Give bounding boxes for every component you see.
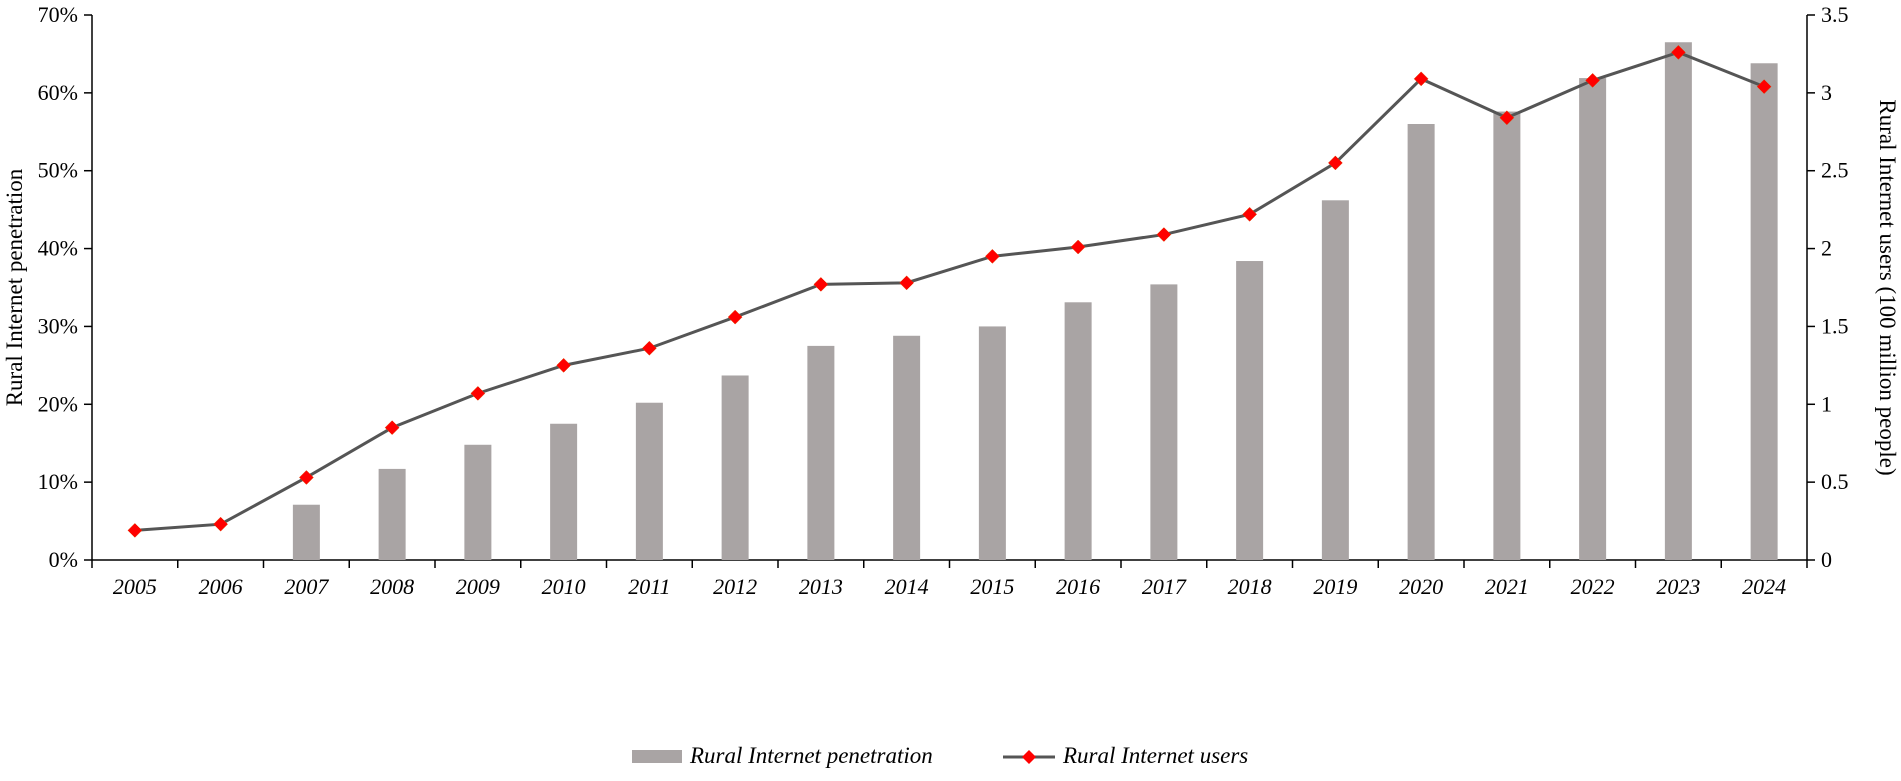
bar [292, 504, 320, 560]
right-tick-label: 3.5 [1821, 2, 1849, 27]
bar [1236, 261, 1264, 560]
left-tick-label: 40% [38, 236, 78, 261]
x-tick-label: 2017 [1142, 574, 1187, 599]
bar [378, 468, 406, 560]
x-tick-label: 2006 [199, 574, 243, 599]
left-tick-label: 50% [38, 158, 78, 183]
legend: Rural Internet penetration Rural Interne… [632, 743, 1248, 768]
data-point-marker [384, 420, 400, 435]
x-tick-label: 2011 [628, 574, 670, 599]
data-point-marker [1156, 227, 1172, 242]
bar [1150, 284, 1178, 560]
legend-bar-label: Rural Internet penetration [689, 743, 933, 768]
left-axis-title: Rural Internet penetration [2, 168, 27, 406]
x-tick-label: 2012 [713, 574, 757, 599]
left-tick-label: 10% [38, 469, 78, 494]
right-tick-label: 1.5 [1821, 313, 1849, 338]
x-tick-label: 2010 [542, 574, 586, 599]
data-point-marker [727, 309, 743, 325]
x-tick-label: 2022 [1571, 574, 1615, 599]
bar [1407, 124, 1435, 560]
x-tick-label: 2023 [1656, 574, 1700, 599]
bar [1064, 302, 1092, 560]
axes [91, 15, 1808, 561]
bar-series [292, 42, 1778, 561]
bar [893, 335, 921, 560]
left-tick-label: 60% [38, 80, 78, 105]
data-point-marker [899, 275, 914, 291]
right-y-ticks: 0 0.5 1 1.5 2 2.5 3 3.5 [1807, 2, 1849, 572]
bar [1493, 111, 1521, 561]
bar [807, 345, 835, 560]
right-axis-title: Rural Internet users (100 million people… [1875, 99, 1900, 475]
right-tick-label: 0.5 [1821, 469, 1849, 494]
left-tick-label: 30% [38, 313, 78, 338]
data-point-marker [985, 249, 1000, 264]
data-point-marker [213, 516, 228, 532]
right-tick-label: 1 [1821, 391, 1832, 416]
data-point-marker [556, 358, 571, 373]
bar [1664, 42, 1692, 560]
x-tick-label: 2019 [1313, 574, 1357, 599]
x-tick-label: 2021 [1485, 574, 1529, 599]
data-point-marker [127, 523, 143, 538]
x-tick-label: 2020 [1399, 574, 1443, 599]
data-point-marker [642, 340, 657, 356]
x-tick-label: 2007 [284, 574, 329, 599]
bar [1321, 200, 1349, 561]
data-point-marker [1413, 71, 1429, 87]
legend-diamond-marker [1022, 750, 1036, 764]
bar [978, 326, 1006, 560]
bar [550, 423, 578, 560]
data-point-marker [470, 386, 486, 401]
data-point-marker [813, 277, 829, 292]
x-ticks: 2005 2006 2007 2008 2009 2010 2011 2012 2013 2014… [91, 560, 1808, 599]
series-line [134, 50, 1765, 532]
left-tick-label: 70% [38, 2, 78, 27]
right-tick-label: 3 [1821, 80, 1832, 105]
x-tick-label: 2016 [1056, 574, 1100, 599]
data-point-marker [1242, 206, 1257, 222]
left-tick-label: 0% [49, 547, 78, 572]
bar [721, 375, 749, 560]
x-tick-label: 2024 [1742, 574, 1786, 599]
data-point-marker [1328, 155, 1343, 171]
bar [1579, 78, 1607, 561]
legend-bar-swatch [632, 750, 682, 763]
line-series [127, 45, 1772, 538]
data-point-marker [1671, 45, 1686, 60]
right-tick-label: 2.5 [1821, 158, 1849, 183]
bar [635, 402, 663, 560]
bar [1750, 63, 1778, 561]
x-tick-label: 2015 [970, 574, 1014, 599]
x-tick-label: 2009 [456, 574, 500, 599]
legend-line-label: Rural Internet users [1062, 743, 1248, 768]
x-tick-label: 2005 [113, 574, 157, 599]
x-tick-label: 2013 [799, 574, 843, 599]
x-tick-label: 2014 [885, 574, 929, 599]
data-point-marker [299, 470, 314, 485]
data-point-marker [1499, 110, 1515, 126]
left-y-ticks: 0% 10% 20% 30% 40% 50% 60% 70% [38, 2, 92, 572]
left-tick-label: 20% [38, 391, 78, 416]
data-point-marker [1070, 239, 1086, 255]
data-point-marker [1756, 79, 1772, 94]
data-point-marker [1585, 73, 1600, 88]
x-tick-label: 2018 [1228, 574, 1272, 599]
bar [464, 444, 492, 560]
right-tick-label: 2 [1821, 236, 1832, 261]
x-tick-label: 2008 [370, 574, 414, 599]
right-tick-label: 0 [1821, 547, 1832, 572]
